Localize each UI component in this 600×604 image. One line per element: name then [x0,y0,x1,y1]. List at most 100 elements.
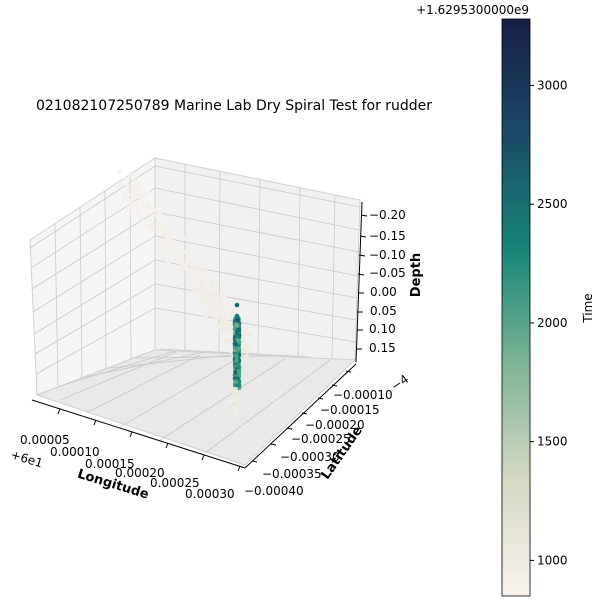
data-point [141,204,147,210]
data-point [200,288,206,294]
z-tick-labels: −0.20 −0.15 −0.10 −0.05 0.00 0.05 0.10 0… [369,208,406,355]
data-point [210,283,215,289]
data-point [156,209,162,215]
z-axis-label: Depth [409,253,424,297]
data-point [168,237,174,242]
data-point [206,286,211,291]
data-point [160,214,166,220]
data-point [234,313,240,319]
data-point [240,336,246,341]
data-point [198,284,204,290]
data-point [148,206,154,211]
data-point [151,213,156,219]
data-point [235,317,241,322]
data-point [229,329,235,335]
data-point [207,302,213,307]
data-point [133,204,138,209]
data-point [236,382,242,388]
data-point [196,297,202,303]
data-point [247,343,253,349]
data-point [183,264,188,270]
y-tick-label: −0.00025 [291,432,351,446]
data-point [233,345,239,351]
data-point [165,260,171,266]
data-point [207,312,213,317]
data-point [235,334,240,339]
data-point [233,342,239,347]
data-point [177,259,183,265]
data-point [189,266,194,272]
colorbar-ticks: 1000 1500 2000 2500 3000 [530,78,568,567]
x-tick-label: 0.00010 [50,445,100,459]
data-point [228,399,234,404]
data-point [195,290,201,296]
data-point [247,332,253,338]
data-point [193,270,199,276]
data-point [234,323,240,328]
data-point [233,354,239,359]
data-point [179,253,185,259]
z-tick-label: 0.05 [370,304,397,318]
data-point [145,190,151,195]
data-point [234,363,240,369]
data-point [223,308,228,313]
data-point [235,376,240,381]
x-tick-label: 0.00020 [115,466,165,480]
data-point [213,321,219,327]
data-point [130,183,136,189]
z-tick-label: −0.05 [369,266,406,280]
colorbar-tick-label: 2000 [537,316,568,330]
x-axis [31,399,246,472]
y-tick-label: −0.00035 [262,467,322,481]
data-point [228,406,233,412]
z-axis [355,201,368,363]
data-point [158,230,164,236]
data-point [211,303,217,309]
x-tick-label: 0.00015 [85,457,135,471]
data-point [226,302,232,308]
data-point [184,260,190,266]
data-point [164,240,169,246]
data-point [220,317,225,323]
data-point [213,307,219,312]
scatter-layer [117,169,253,414]
data-point [159,249,165,255]
data-point [145,224,151,229]
data-point [234,358,239,364]
data-point [236,369,241,374]
colorbar-tick-label: 2500 [537,197,568,211]
data-point [227,311,233,317]
data-point [233,397,239,402]
data-point [197,267,203,273]
data-point [156,223,162,229]
data-point [244,349,250,355]
data-point [235,328,240,334]
y-tick-label: −0.00030 [280,450,340,464]
data-point [192,276,197,282]
data-point [159,238,165,244]
data-point [175,242,181,248]
colorbar-tick-label: 1000 [537,553,568,567]
data-point [221,294,227,300]
z-tick-label: −0.10 [369,248,406,262]
data-point [183,249,189,255]
data-point [199,279,205,285]
data-point [222,338,228,344]
y-tick-label: −0.00015 [320,403,380,417]
data-point [156,215,162,221]
data-point [128,198,134,204]
data-point [175,267,181,272]
y-tick-labels: −0.00010 −0.00015 −0.00020 −0.00025 −0.0… [244,388,393,498]
data-point [218,303,224,308]
grid-lines [29,164,361,454]
z-tick-label: −0.20 [369,208,406,222]
data-point [210,290,216,296]
data-point [229,395,234,401]
data-point [163,224,169,230]
colorbar-offset-label: +1.6295300000e9 [416,3,529,17]
data-point [138,215,144,220]
data-point [149,220,155,226]
data-point [227,322,233,328]
data-point [231,387,236,393]
